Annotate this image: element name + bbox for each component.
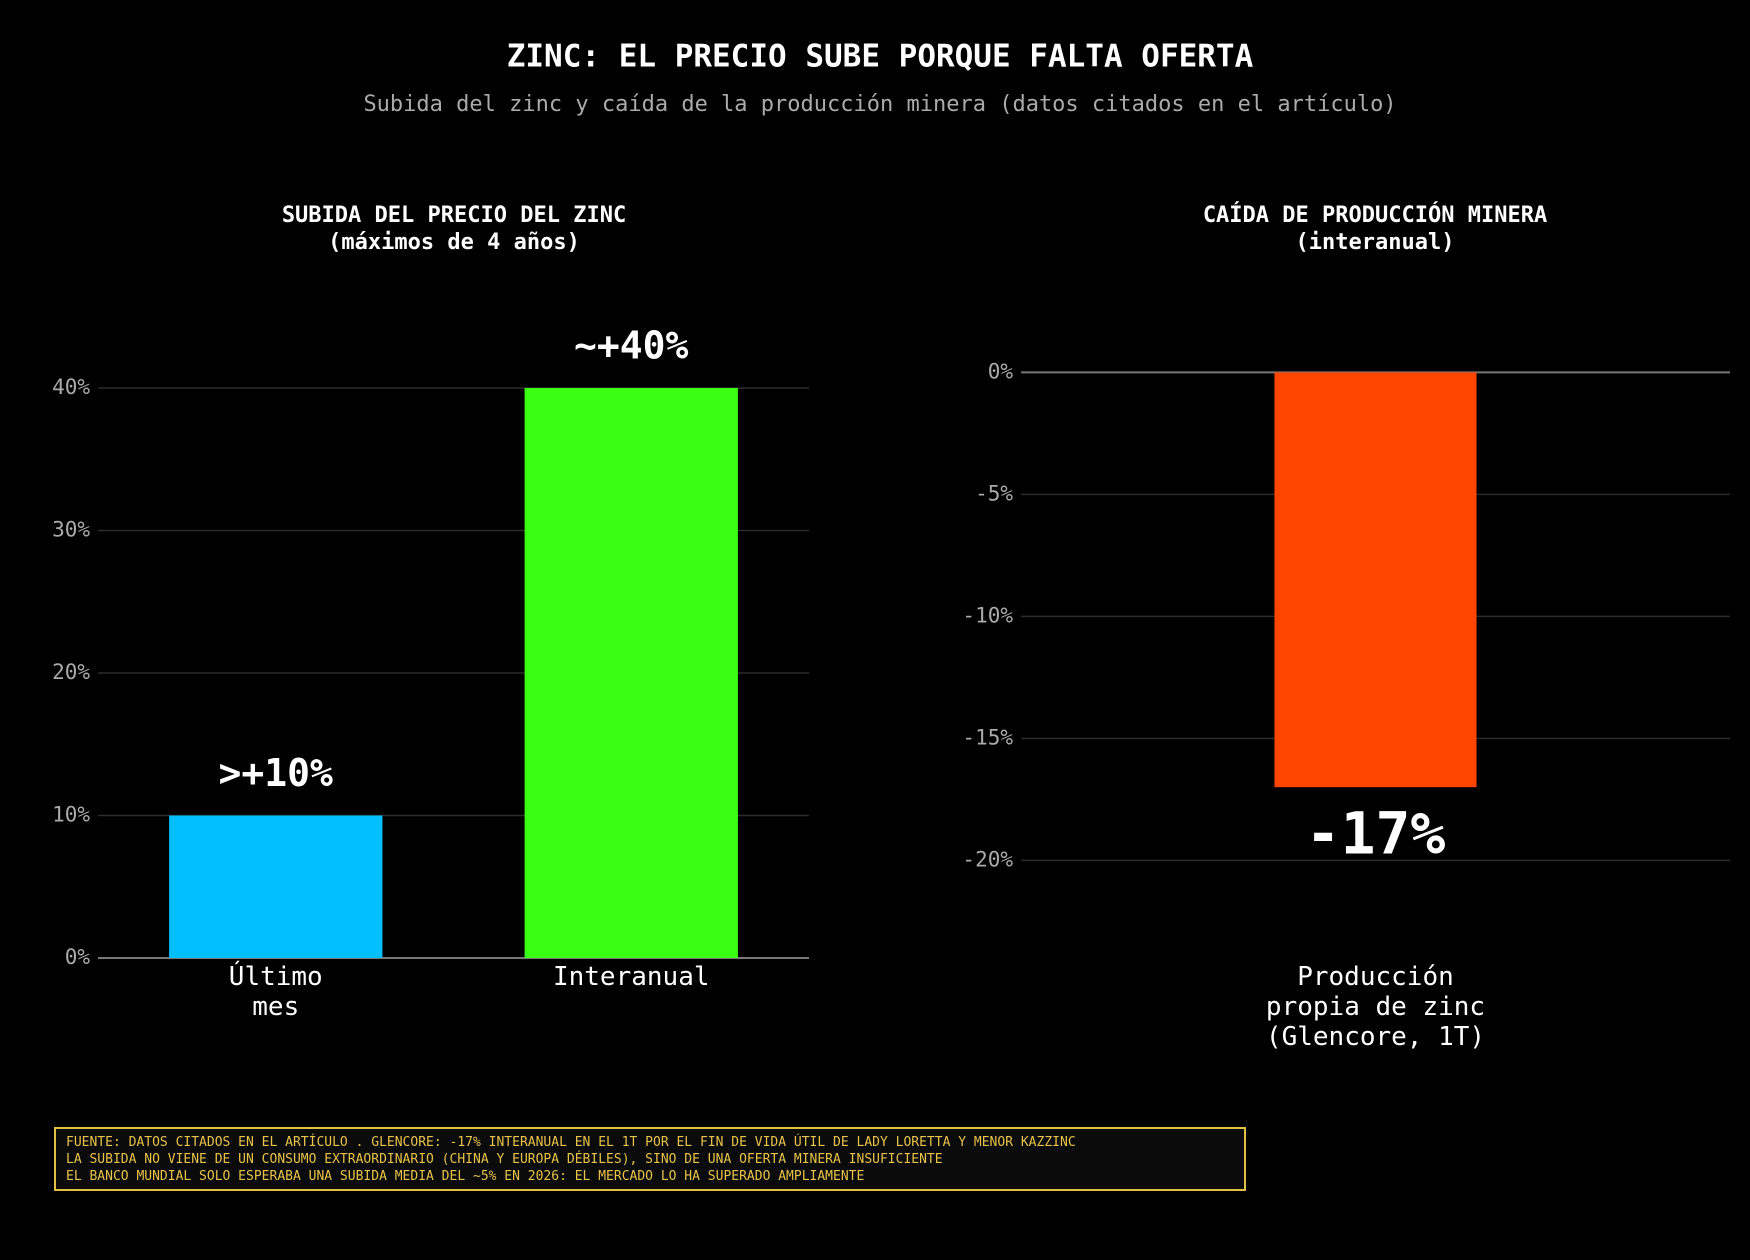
- y-tick-label: -20%: [962, 847, 1013, 871]
- chart-subtitle: (máximos de 4 años): [328, 230, 580, 255]
- note: EL BANCO MUNDIAL SOLO ESPERABA UNA SUBID…: [66, 1169, 865, 1184]
- y-tick-label: -5%: [975, 481, 1013, 505]
- y-tick-label: 20%: [52, 660, 90, 684]
- note: FUENTE: DATOS CITADOS EN EL ARTÍCULO . G…: [66, 1135, 1076, 1150]
- chart-title: CAÍDA DE PRODUCCIÓN MINERA: [1203, 202, 1547, 228]
- y-tick-label: 0%: [988, 359, 1014, 383]
- value-label: -17%: [1306, 799, 1446, 867]
- notes-box: FUENTE: DATOS CITADOS EN EL ARTÍCULO . G…: [54, 1127, 1246, 1191]
- x-tick-label: Interanual: [552, 962, 710, 992]
- y-tick-label: 30%: [52, 518, 90, 542]
- bar: [169, 815, 383, 958]
- y-tick-label: 10%: [52, 803, 90, 827]
- page-title: ZINC: EL PRECIO SUBE PORQUE FALTA OFERTA: [507, 39, 1254, 75]
- value-label: >+10%: [219, 751, 334, 795]
- bar: [524, 388, 738, 958]
- x-tick-label: Último mes: [228, 962, 323, 1022]
- value-label: ~+40%: [574, 324, 689, 368]
- y-tick-label: 0%: [65, 945, 91, 969]
- y-tick-label: -15%: [962, 725, 1013, 749]
- x-tick-label: Producción propia de zinc (Glencore, 1T): [1265, 962, 1486, 1052]
- note: LA SUBIDA NO VIENE DE UN CONSUMO EXTRAOR…: [66, 1152, 943, 1167]
- page-subtitle: Subida del zinc y caída de la producción…: [363, 92, 1396, 117]
- chart-subtitle: (interanual): [1296, 230, 1455, 255]
- bar: [1274, 372, 1477, 788]
- chart-title: SUBIDA DEL PRECIO DEL ZINC: [282, 203, 626, 228]
- y-tick-label: -10%: [962, 603, 1013, 627]
- y-tick-label: 40%: [52, 375, 90, 399]
